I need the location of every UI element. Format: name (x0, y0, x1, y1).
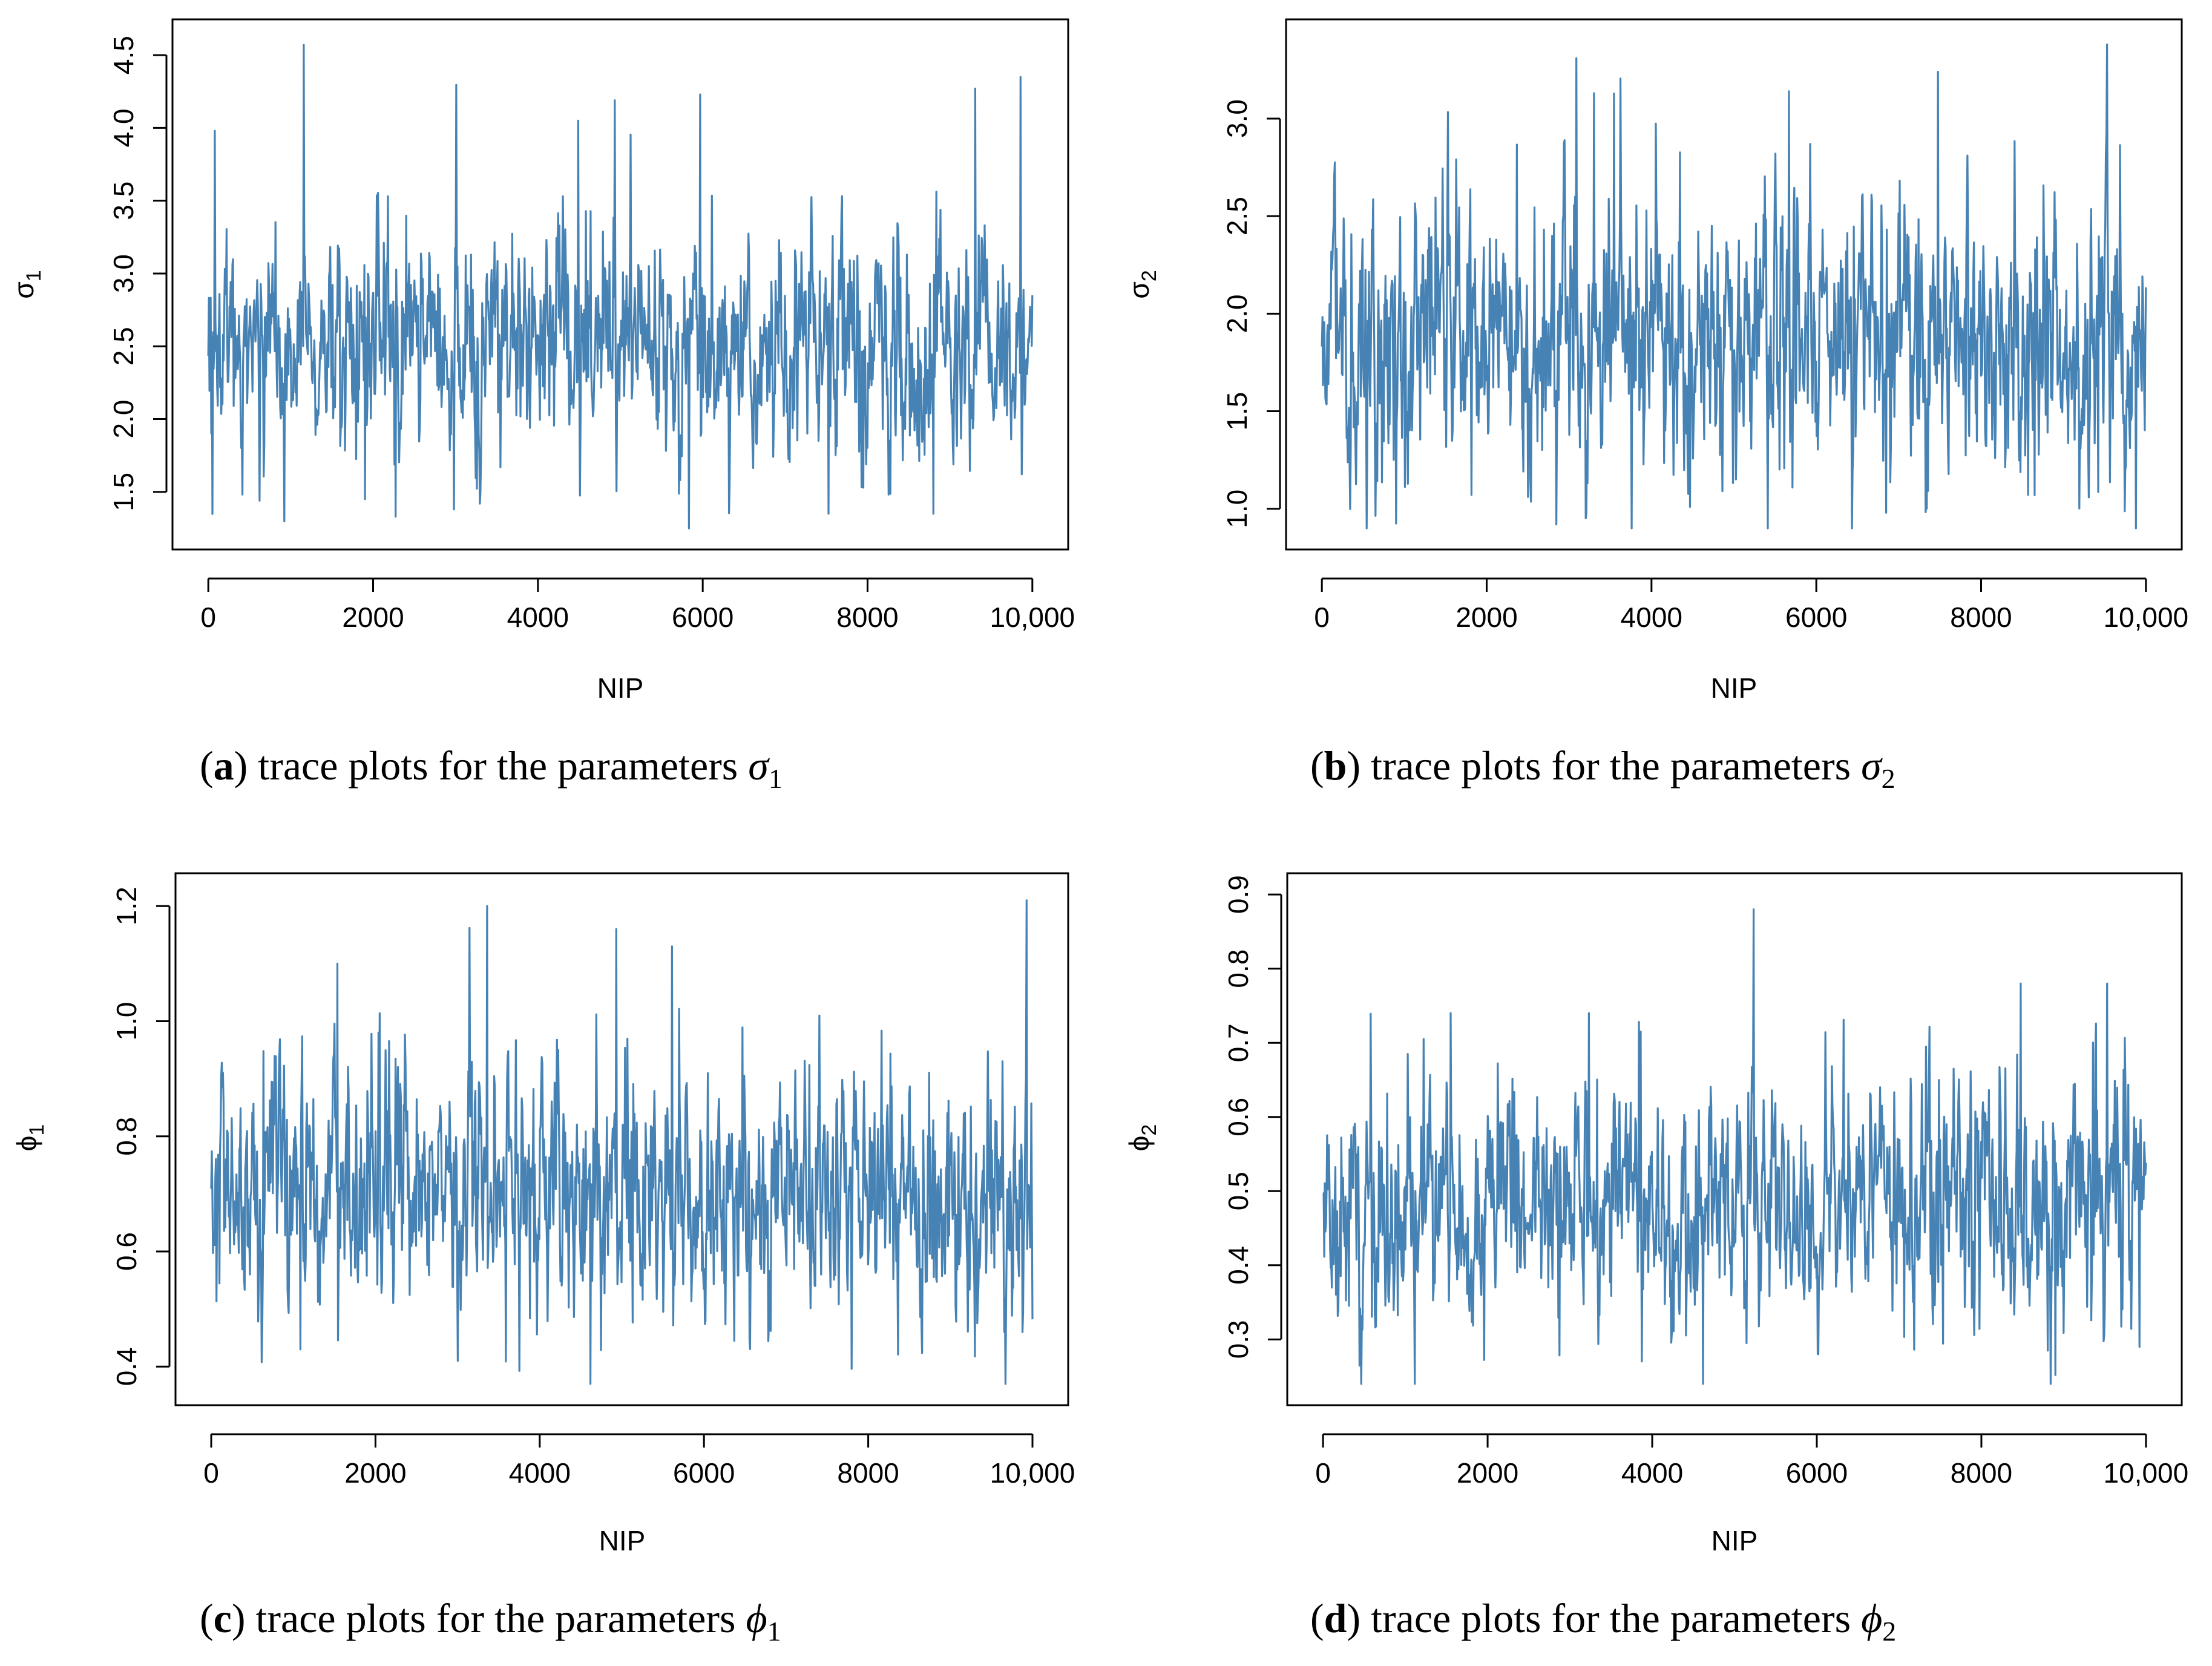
x-axis-title: NIP (597, 672, 644, 704)
y-axis-title: ϕ1 (11, 1124, 48, 1152)
y-tick-label: 0.4 (111, 1347, 142, 1386)
y-tick-label: 1.2 (111, 887, 142, 925)
x-tick-label: 10,000 (2103, 602, 2188, 633)
y-axis-d: 0.3 0.4 0.5 0.6 0.7 0.8 0.9 (1223, 875, 1282, 1359)
caption-b: (b) trace plots for the parameters σ2 (1310, 743, 1895, 794)
y-tick-label: 0.6 (1223, 1098, 1254, 1136)
panel-a: 0 2000 4000 6000 8000 10,000 1.5 2.0 2.5 3.0 3.5 4.… (8, 18, 1075, 794)
x-axis-title: NIP (599, 1525, 646, 1556)
y-tick-label: 2.0 (1221, 294, 1253, 333)
plot-frame-b (1285, 18, 2183, 551)
y-axis-title: σ1 (8, 270, 45, 298)
y-tick-label: 0.9 (1223, 875, 1254, 914)
y-tick-label: 2.5 (108, 327, 139, 366)
y-tick-label: 0.8 (111, 1117, 142, 1156)
caption-d: (d) trace plots for the parameters ϕ2 (1310, 1595, 1896, 1647)
plot-frame-c (174, 872, 1069, 1406)
y-tick-label: 0.4 (1223, 1246, 1254, 1285)
x-tick-label: 10,000 (990, 1457, 1075, 1489)
x-tick-label: 10,000 (2104, 1457, 2189, 1489)
trace-line-d (1322, 908, 2147, 1385)
x-tick-label: 6000 (673, 1457, 735, 1489)
x-tick-label: 0 (200, 602, 216, 633)
y-tick-label: 0.3 (1223, 1320, 1254, 1359)
x-tick-label: 0 (1314, 602, 1330, 633)
x-tick-label: 0 (203, 1457, 219, 1489)
y-axis-title: σ2 (1123, 270, 1161, 298)
x-tick-label: 0 (1315, 1457, 1331, 1489)
x-axis-title: NIP (1712, 1525, 1758, 1556)
x-tick-label: 8000 (837, 1457, 899, 1489)
x-tick-label: 4000 (1621, 602, 1682, 633)
trace-line-b (1321, 43, 2147, 530)
y-tick-label: 1.5 (1221, 392, 1253, 431)
caption-c: (c) trace plots for the parameters ϕ1 (200, 1595, 781, 1647)
x-tick-label: 4000 (509, 1457, 571, 1489)
x-tick-label: 6000 (672, 602, 734, 633)
y-tick-label: 1.0 (111, 1002, 142, 1040)
x-tick-label: 4000 (1621, 1457, 1683, 1489)
y-tick-label: 0.7 (1223, 1023, 1254, 1062)
x-tick-label: 6000 (1786, 1457, 1848, 1489)
x-tick-label: 4000 (507, 602, 569, 633)
x-axis-title: NIP (1711, 672, 1757, 704)
y-tick-label: 2.5 (1221, 197, 1253, 235)
plot-frame-a (171, 18, 1069, 551)
panel-c: 0 2000 4000 6000 8000 10,000 0.4 0.6 0.8 1.0 1.2 NI… (11, 872, 1075, 1647)
x-axis-d: 0 2000 4000 6000 8000 10,000 (1315, 1433, 2189, 1489)
y-tick-label: 3.5 (108, 182, 139, 220)
y-tick-label: 1.0 (1221, 490, 1253, 528)
y-tick-label: 0.5 (1223, 1172, 1254, 1210)
x-tick-label: 2000 (342, 602, 404, 633)
x-axis-b: 0 2000 4000 6000 8000 10,000 (1314, 577, 2188, 633)
x-axis-c: 0 2000 4000 6000 8000 10,000 (203, 1433, 1075, 1489)
y-tick-label: 3.0 (108, 254, 139, 293)
trace-line-c (210, 899, 1034, 1385)
x-tick-label: 2000 (1456, 602, 1517, 633)
plot-frame-d (1286, 872, 2183, 1406)
y-axis-c: 0.4 0.6 0.8 1.0 1.2 (111, 887, 171, 1386)
y-tick-label: 2.0 (108, 400, 139, 439)
y-tick-label: 0.6 (111, 1232, 142, 1271)
x-tick-label: 2000 (344, 1457, 406, 1489)
x-tick-label: 8000 (1951, 1457, 2012, 1489)
panel-d: 0 2000 4000 6000 8000 10,0000.30.40.50.60.70.… (1123, 872, 2189, 1647)
y-tick-label: 3.0 (1221, 99, 1253, 138)
x-tick-label: 8000 (1950, 602, 2012, 633)
y-tick-label: 4.0 (108, 108, 139, 147)
y-axis-b: 1.0 1.5 2.0 2.5 3.0 (1221, 99, 1281, 528)
x-tick-label: 10,000 (989, 602, 1075, 633)
y-tick-label: 1.5 (108, 473, 139, 511)
y-tick-label: 4.5 (108, 36, 139, 74)
x-tick-label: 6000 (1785, 602, 1847, 633)
y-axis-title: ϕ2 (1123, 1124, 1161, 1152)
y-axis-a: 1.5 2.0 2.5 3.0 3.5 4.0 4.5 (108, 36, 168, 511)
caption-a: (a) trace plots for the parameters σ1 (200, 743, 783, 794)
trace-line-a (207, 44, 1034, 530)
y-tick-label: 0.8 (1223, 949, 1254, 988)
x-tick-label: 2000 (1457, 1457, 1518, 1489)
panel-b: 0 2000 4000 6000 8000 10,000 1.0 1.5 2.0 2.5 3.0 NI… (1123, 18, 2188, 794)
x-axis-a: 0 2000 4000 6000 8000 10,000 (200, 577, 1075, 633)
x-tick-label: 8000 (836, 602, 898, 633)
